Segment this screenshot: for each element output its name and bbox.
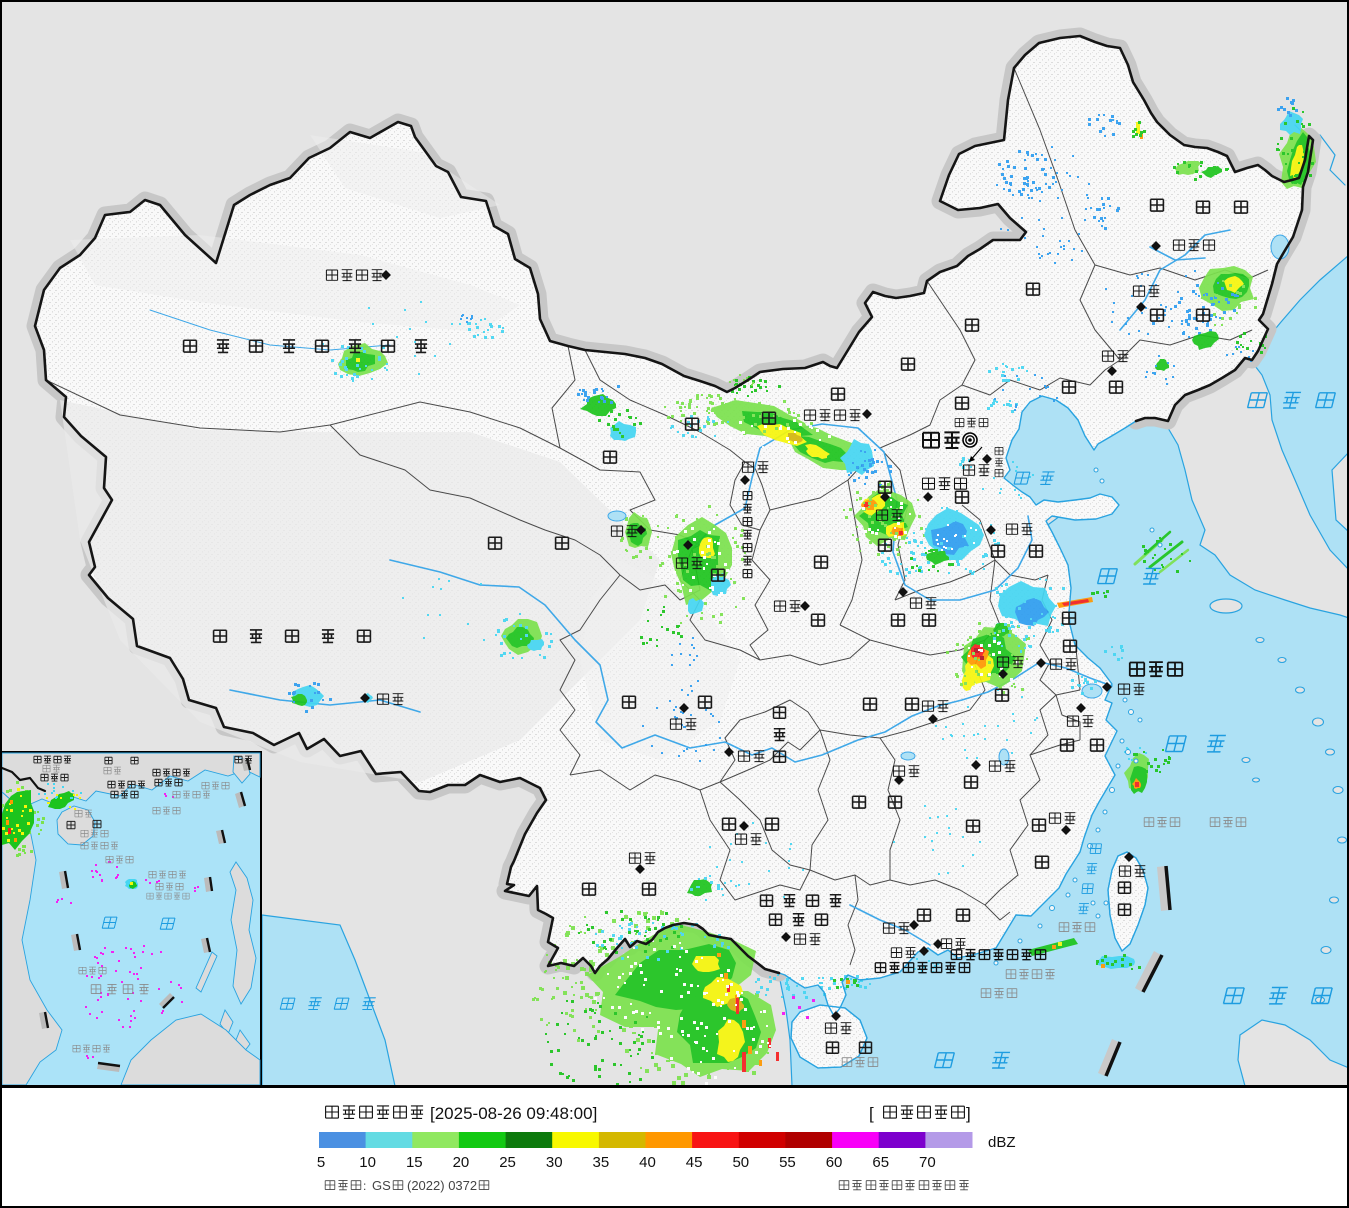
svg-text:25: 25 [499,1154,516,1171]
svg-text:20: 20 [453,1154,470,1171]
svg-text:(2022) 0372: (2022) 0372 [407,1178,477,1193]
svg-text:GS: GS [372,1178,391,1193]
svg-text:]: ] [966,1104,971,1123]
svg-text:60: 60 [826,1154,843,1171]
svg-text:55: 55 [779,1154,796,1171]
svg-text:5: 5 [317,1154,325,1171]
svg-text:45: 45 [686,1154,703,1171]
svg-text:[: [ [869,1104,874,1123]
svg-text:65: 65 [872,1154,889,1171]
svg-text::: : [363,1179,366,1193]
svg-text:50: 50 [732,1154,749,1171]
svg-text:70: 70 [919,1154,936,1171]
svg-text:15: 15 [406,1154,423,1171]
svg-text:[2025-08-26 09:48:00]: [2025-08-26 09:48:00] [430,1104,597,1123]
svg-text:dBZ: dBZ [988,1134,1016,1151]
svg-text:40: 40 [639,1154,656,1171]
svg-text:10: 10 [359,1154,376,1171]
svg-text:30: 30 [546,1154,563,1171]
svg-text:35: 35 [593,1154,610,1171]
